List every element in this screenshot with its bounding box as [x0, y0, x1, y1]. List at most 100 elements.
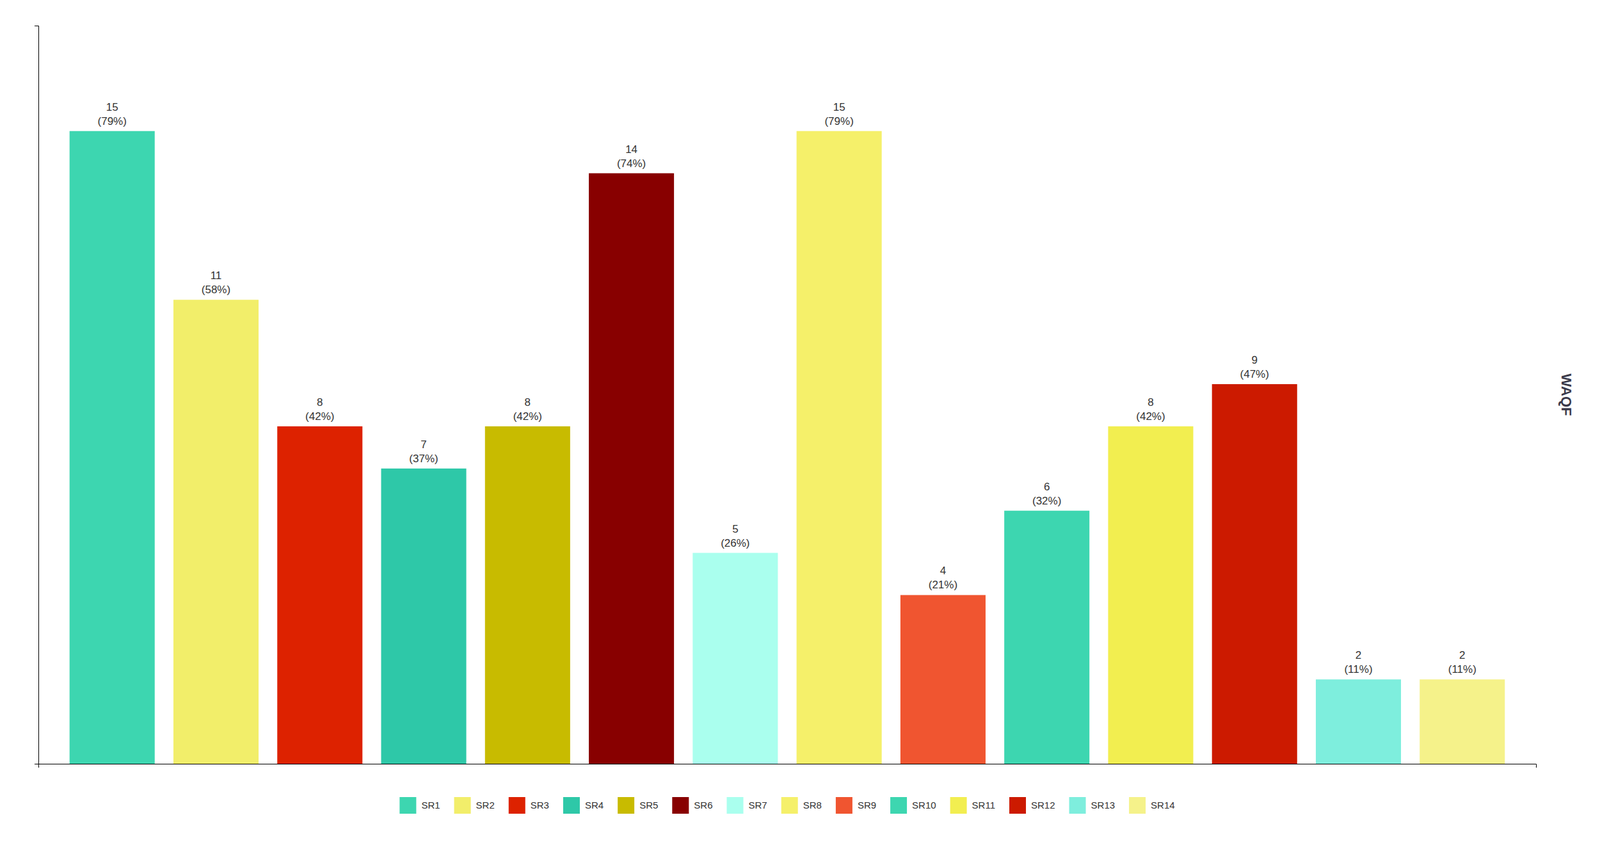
legend-swatch — [890, 796, 907, 814]
legend-swatch — [454, 796, 472, 814]
data-labels: 15(79%)11(58%)8(42%)7(37%)8(42%)14(74%)5… — [97, 101, 1477, 676]
legend-item: SR2 — [454, 796, 495, 814]
bar — [69, 131, 155, 764]
legend-item: SR3 — [508, 796, 550, 814]
legend-item: SR14 — [1128, 796, 1176, 814]
legend-item: SR12 — [1009, 796, 1056, 814]
legend-label: SR4 — [584, 799, 604, 811]
data-label-line: 8 — [316, 396, 323, 409]
legend-item: SR11 — [950, 796, 996, 814]
legend-swatch — [508, 796, 526, 814]
data-label: 6(32%) — [1032, 480, 1062, 507]
y-axis — [34, 26, 40, 765]
legend-label: SR14 — [1150, 799, 1176, 811]
legend-swatch — [1009, 796, 1026, 814]
bar — [1419, 679, 1505, 764]
legend-label: SR7 — [748, 799, 768, 811]
legend-swatch — [563, 796, 580, 814]
legend-item: SR7 — [727, 796, 768, 814]
data-label: 7(37%) — [408, 438, 438, 465]
data-label-line: 6 — [1043, 480, 1050, 493]
legend-label: SR13 — [1091, 799, 1116, 811]
bar — [173, 299, 259, 764]
y-axis-line — [34, 26, 40, 765]
legend-label: SR10 — [912, 799, 937, 811]
legend-swatch — [1069, 796, 1087, 814]
data-label-line: (47%) — [1240, 368, 1270, 381]
data-label: 8(42%) — [305, 396, 335, 423]
data-label-line: 8 — [524, 396, 531, 409]
data-label-line: (21%) — [928, 578, 958, 591]
bar — [1004, 510, 1090, 764]
y-axis-title: WAQF — [1558, 373, 1575, 416]
data-label: 11(58%) — [201, 269, 231, 296]
x-axis — [39, 764, 1537, 768]
bar — [900, 594, 986, 764]
data-label: 5(26%) — [720, 522, 750, 550]
bar — [381, 468, 467, 764]
legend-label: SR3 — [530, 799, 550, 811]
bar — [1315, 679, 1401, 764]
legend-swatch — [835, 796, 853, 814]
plot-area: 15(79%)11(58%)8(42%)7(37%)8(42%)14(74%)5… — [34, 26, 1537, 768]
legend-item: SR9 — [835, 796, 877, 814]
legend-swatch — [672, 796, 689, 814]
legend-swatch — [617, 796, 635, 814]
data-label-line: (32%) — [1032, 494, 1062, 507]
data-label-line: (79%) — [97, 115, 127, 128]
legend: SR1 SR2 SR3 SR4 SR5 SR6 SR7 SR8 SR9 SR10 SR11 SR12 S… — [399, 796, 1175, 814]
legend-swatch — [781, 796, 799, 814]
legend-label: SR6 — [693, 799, 713, 811]
data-label: 14(74%) — [616, 143, 646, 170]
legend-label: SR1 — [421, 799, 440, 811]
data-label: 15(79%) — [97, 101, 127, 128]
legend-swatch — [399, 796, 416, 814]
legend-label: SR5 — [639, 799, 658, 811]
data-label: 8(42%) — [1136, 396, 1165, 423]
data-label-line: 5 — [732, 522, 738, 536]
data-label-line: 7 — [420, 438, 427, 451]
data-label-line: 8 — [1147, 396, 1154, 409]
data-label-line: 9 — [1251, 353, 1258, 367]
legend-label: SR8 — [803, 799, 822, 811]
data-label-line: 4 — [940, 564, 946, 577]
data-label-line: (11%) — [1344, 663, 1373, 676]
legend-item: SR4 — [563, 796, 604, 814]
data-label-line: (11%) — [1448, 663, 1477, 676]
legend-swatch — [950, 796, 968, 814]
bar — [796, 131, 882, 764]
data-label-line: (26%) — [720, 536, 750, 550]
data-label-line: (42%) — [1136, 410, 1165, 423]
bar — [1107, 426, 1193, 764]
data-label: 2(11%) — [1344, 648, 1373, 676]
legend-label: SR9 — [857, 799, 877, 811]
data-label-line: (79%) — [824, 115, 854, 128]
legend-item: SR5 — [617, 796, 658, 814]
data-label-line: 15 — [833, 101, 846, 114]
legend-item: SR10 — [890, 796, 937, 814]
data-label-line: (42%) — [305, 410, 335, 423]
bars — [69, 131, 1506, 764]
data-label-line: 2 — [1355, 648, 1362, 662]
data-label-line: 11 — [210, 269, 223, 282]
legend-item: SR8 — [781, 796, 822, 814]
legend-label: SR2 — [476, 799, 495, 811]
chart: 15(79%)11(58%)8(42%)7(37%)8(42%)14(74%)5… — [0, 0, 1600, 847]
data-label: 9(47%) — [1240, 353, 1270, 381]
data-label: 15(79%) — [824, 101, 854, 128]
data-label-line: 15 — [106, 101, 119, 114]
bar — [692, 552, 778, 764]
data-label: 4(21%) — [928, 564, 958, 591]
bar — [1212, 384, 1298, 764]
data-label-line: (42%) — [513, 410, 543, 423]
data-label: 2(11%) — [1448, 648, 1477, 676]
data-label-line: (74%) — [616, 157, 646, 170]
legend-item: SR1 — [399, 796, 440, 814]
legend-item: SR13 — [1069, 796, 1116, 814]
x-axis-line — [39, 764, 1537, 768]
data-label-line: (58%) — [201, 283, 231, 296]
bar — [485, 426, 571, 764]
data-label-line: 14 — [625, 143, 638, 156]
bar — [588, 173, 674, 764]
data-label-line: 2 — [1459, 648, 1465, 662]
